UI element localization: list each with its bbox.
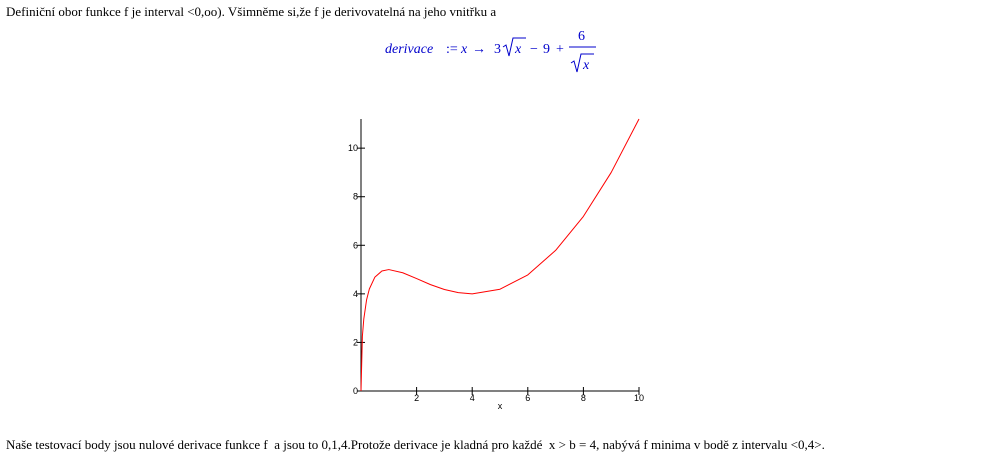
formula-numerator: 6 bbox=[578, 29, 585, 44]
y-tick-label: 6 bbox=[353, 240, 358, 250]
y-tick-label: 0 bbox=[353, 386, 358, 396]
y-tick-label: 2 bbox=[353, 337, 358, 347]
formula-minus: − bbox=[530, 42, 538, 57]
y-tick-label: 10 bbox=[348, 143, 358, 153]
paragraph: Definiční obor funkce f je interval <0,o… bbox=[6, 4, 496, 19]
formula-plus: + bbox=[556, 42, 564, 57]
curve bbox=[360, 118, 640, 392]
x-tick-label: 8 bbox=[581, 393, 586, 403]
y-tick-label: 4 bbox=[353, 289, 358, 299]
formula-arrow: → bbox=[472, 42, 486, 57]
formula-assign: := bbox=[446, 42, 458, 57]
x-tick-label: 6 bbox=[525, 393, 530, 403]
formula-var: x bbox=[460, 42, 468, 57]
formula-denominator: x bbox=[582, 58, 590, 73]
x-axis-label: x bbox=[498, 401, 503, 411]
plot: 2 4 6 8 10 0 2 4 6 8 10 x bbox=[348, 118, 644, 411]
radical bbox=[570, 53, 594, 73]
formula-coef: 3 bbox=[494, 42, 501, 57]
radical bbox=[502, 37, 526, 57]
x-tick-label: 4 bbox=[470, 393, 475, 403]
formula: derivace := x → 3 x − 9 + 6 x bbox=[385, 29, 596, 73]
paragraph: Naše testovací body jsou nulové derivace… bbox=[6, 437, 825, 452]
formula-nine: 9 bbox=[543, 42, 550, 57]
x-tick-label: 10 bbox=[634, 393, 644, 403]
formula-radicand: x bbox=[514, 42, 522, 57]
x-tick-label: 2 bbox=[414, 393, 419, 403]
formula-lhs: derivace bbox=[385, 42, 433, 57]
y-tick-label: 8 bbox=[353, 192, 358, 202]
